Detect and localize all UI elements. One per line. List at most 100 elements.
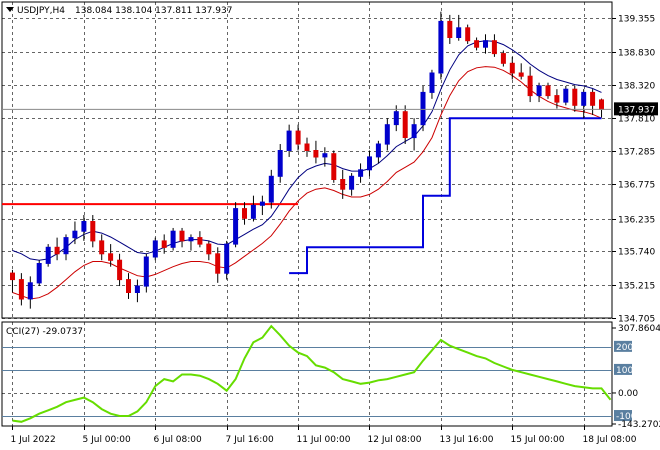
- candle-bull: [384, 124, 390, 145]
- price-axis: 139.355 138.830 138.320 137.810 137.285 136.7…: [612, 15, 655, 325]
- candle-bear: [402, 111, 408, 138]
- support-step-line: [289, 117, 602, 275]
- candle-bull: [483, 40, 488, 48]
- candles[interactable]: [10, 11, 604, 309]
- candle-bull: [224, 243, 230, 274]
- candle-bull: [268, 175, 274, 203]
- cci-level-box: [614, 340, 632, 352]
- candle-bear: [99, 240, 105, 255]
- candle-bull: [411, 124, 417, 139]
- candle-bear: [215, 253, 221, 274]
- last-price-box: [614, 102, 658, 116]
- price-tick-label: 136.235: [618, 216, 655, 226]
- candle-bull: [536, 85, 542, 97]
- candle-bear: [18, 279, 24, 300]
- time-tick-label: 11 Jul 00:00: [297, 435, 351, 445]
- candle-bull: [250, 204, 256, 219]
- candle-bull: [45, 246, 51, 264]
- time-tick-label: 13 Jul 16:00: [440, 435, 494, 445]
- candle-bear: [554, 95, 560, 103]
- candle-bear: [340, 179, 346, 190]
- candle-bull: [36, 263, 42, 284]
- cci-tick-label: -100: [616, 412, 637, 422]
- candle-bear: [313, 150, 319, 158]
- candle-bear: [197, 237, 203, 245]
- candle-bull: [367, 156, 372, 171]
- upper-band-line: [12, 40, 602, 261]
- candle-bull: [188, 237, 194, 242]
- candle-bear: [590, 91, 596, 106]
- candle-bull: [277, 150, 283, 177]
- price-tick-label: 137.285: [618, 148, 655, 158]
- cci-series-line: [12, 324, 612, 423]
- last-price-tag: 137.937: [2, 102, 658, 116]
- candle-bull: [286, 130, 292, 152]
- cci-line: [12, 324, 612, 423]
- cci-tick-label: 200: [616, 343, 633, 353]
- candle-bear: [527, 75, 533, 97]
- cci-tick-label: 100: [616, 366, 633, 376]
- candle-bear: [295, 130, 301, 145]
- candle-bull: [143, 256, 149, 287]
- candle-bull: [393, 111, 399, 126]
- candle-bear: [90, 221, 96, 242]
- candle-bull: [63, 237, 69, 255]
- collapse-triangle-icon[interactable]: [6, 7, 14, 12]
- time-tick-label: 7 Jul 16:00: [226, 435, 275, 445]
- candle-bear: [54, 246, 60, 255]
- candle-bear: [572, 88, 578, 106]
- candle-bear: [117, 259, 123, 281]
- main-panel: 139.355 138.830 138.320 137.810 137.285 136.7…: [1, 1, 658, 325]
- candle-bull: [134, 285, 140, 293]
- candle-bull: [375, 143, 381, 158]
- cci-tick-label: 307.8604: [618, 324, 660, 334]
- last-price-label: 137.937: [618, 105, 655, 115]
- time-tick-label: 5 Jul 00:00: [83, 435, 132, 445]
- price-tick-label: 138.830: [618, 49, 655, 59]
- cci-panel: 307.8604 200 100 0.00 -100-143.2702 CCI(27) …: [1, 321, 660, 430]
- time-tick-label: 6 Jul 08:00: [154, 435, 203, 445]
- time-tick-label: 18 Jul 08:00: [583, 435, 637, 445]
- candle-bear: [242, 208, 247, 219]
- price-tick-label: 139.355: [618, 15, 655, 25]
- candle-bear: [447, 20, 453, 38]
- candle-bear: [179, 230, 185, 242]
- candle-bear: [331, 153, 337, 180]
- candle-bull: [152, 240, 158, 258]
- candle-bear: [304, 143, 310, 151]
- cci-level-box: [614, 363, 632, 375]
- price-tick-label: 136.775: [618, 181, 655, 191]
- cci-level-box: [614, 410, 632, 422]
- candle-bull: [358, 169, 364, 177]
- cci-grid: [2, 322, 612, 426]
- candle-bull: [456, 27, 462, 38]
- candle-bull: [72, 230, 78, 239]
- candle-bull: [563, 88, 569, 103]
- candle-bear: [161, 240, 167, 248]
- candle-bull: [81, 221, 87, 232]
- candle-bull: [438, 20, 444, 74]
- candle-bull: [429, 72, 435, 93]
- price-tick-label: 135.215: [618, 282, 655, 292]
- candle-bull: [27, 282, 33, 300]
- candle-bull: [259, 201, 265, 206]
- candle-bull: [322, 153, 328, 158]
- cci-label: CCI(27) -29.0737: [6, 327, 83, 337]
- time-tick-label: 1 Jul 2022: [11, 435, 56, 445]
- time-tick-label: 15 Jul 00:00: [511, 435, 565, 445]
- ohlc-values: 138.084 138.104 137.811 137.937: [75, 6, 232, 16]
- symbol-label: USDJPY,H4: [17, 6, 65, 16]
- candle-bear: [465, 27, 471, 42]
- candle-bull: [581, 91, 587, 106]
- price-tick-label: 135.740: [618, 248, 655, 258]
- cci-axis: 307.8604 200 100 0.00 -100-143.2702: [612, 324, 660, 430]
- candle-bear: [10, 272, 15, 281]
- candle-bear: [206, 243, 212, 255]
- candle-bear: [491, 40, 497, 55]
- cci-tick-label: 0.00: [618, 389, 638, 399]
- candle-bull: [233, 208, 239, 245]
- price-tick-label: 138.320: [618, 82, 655, 92]
- candle-bull: [420, 91, 426, 126]
- candle-bear: [108, 253, 114, 261]
